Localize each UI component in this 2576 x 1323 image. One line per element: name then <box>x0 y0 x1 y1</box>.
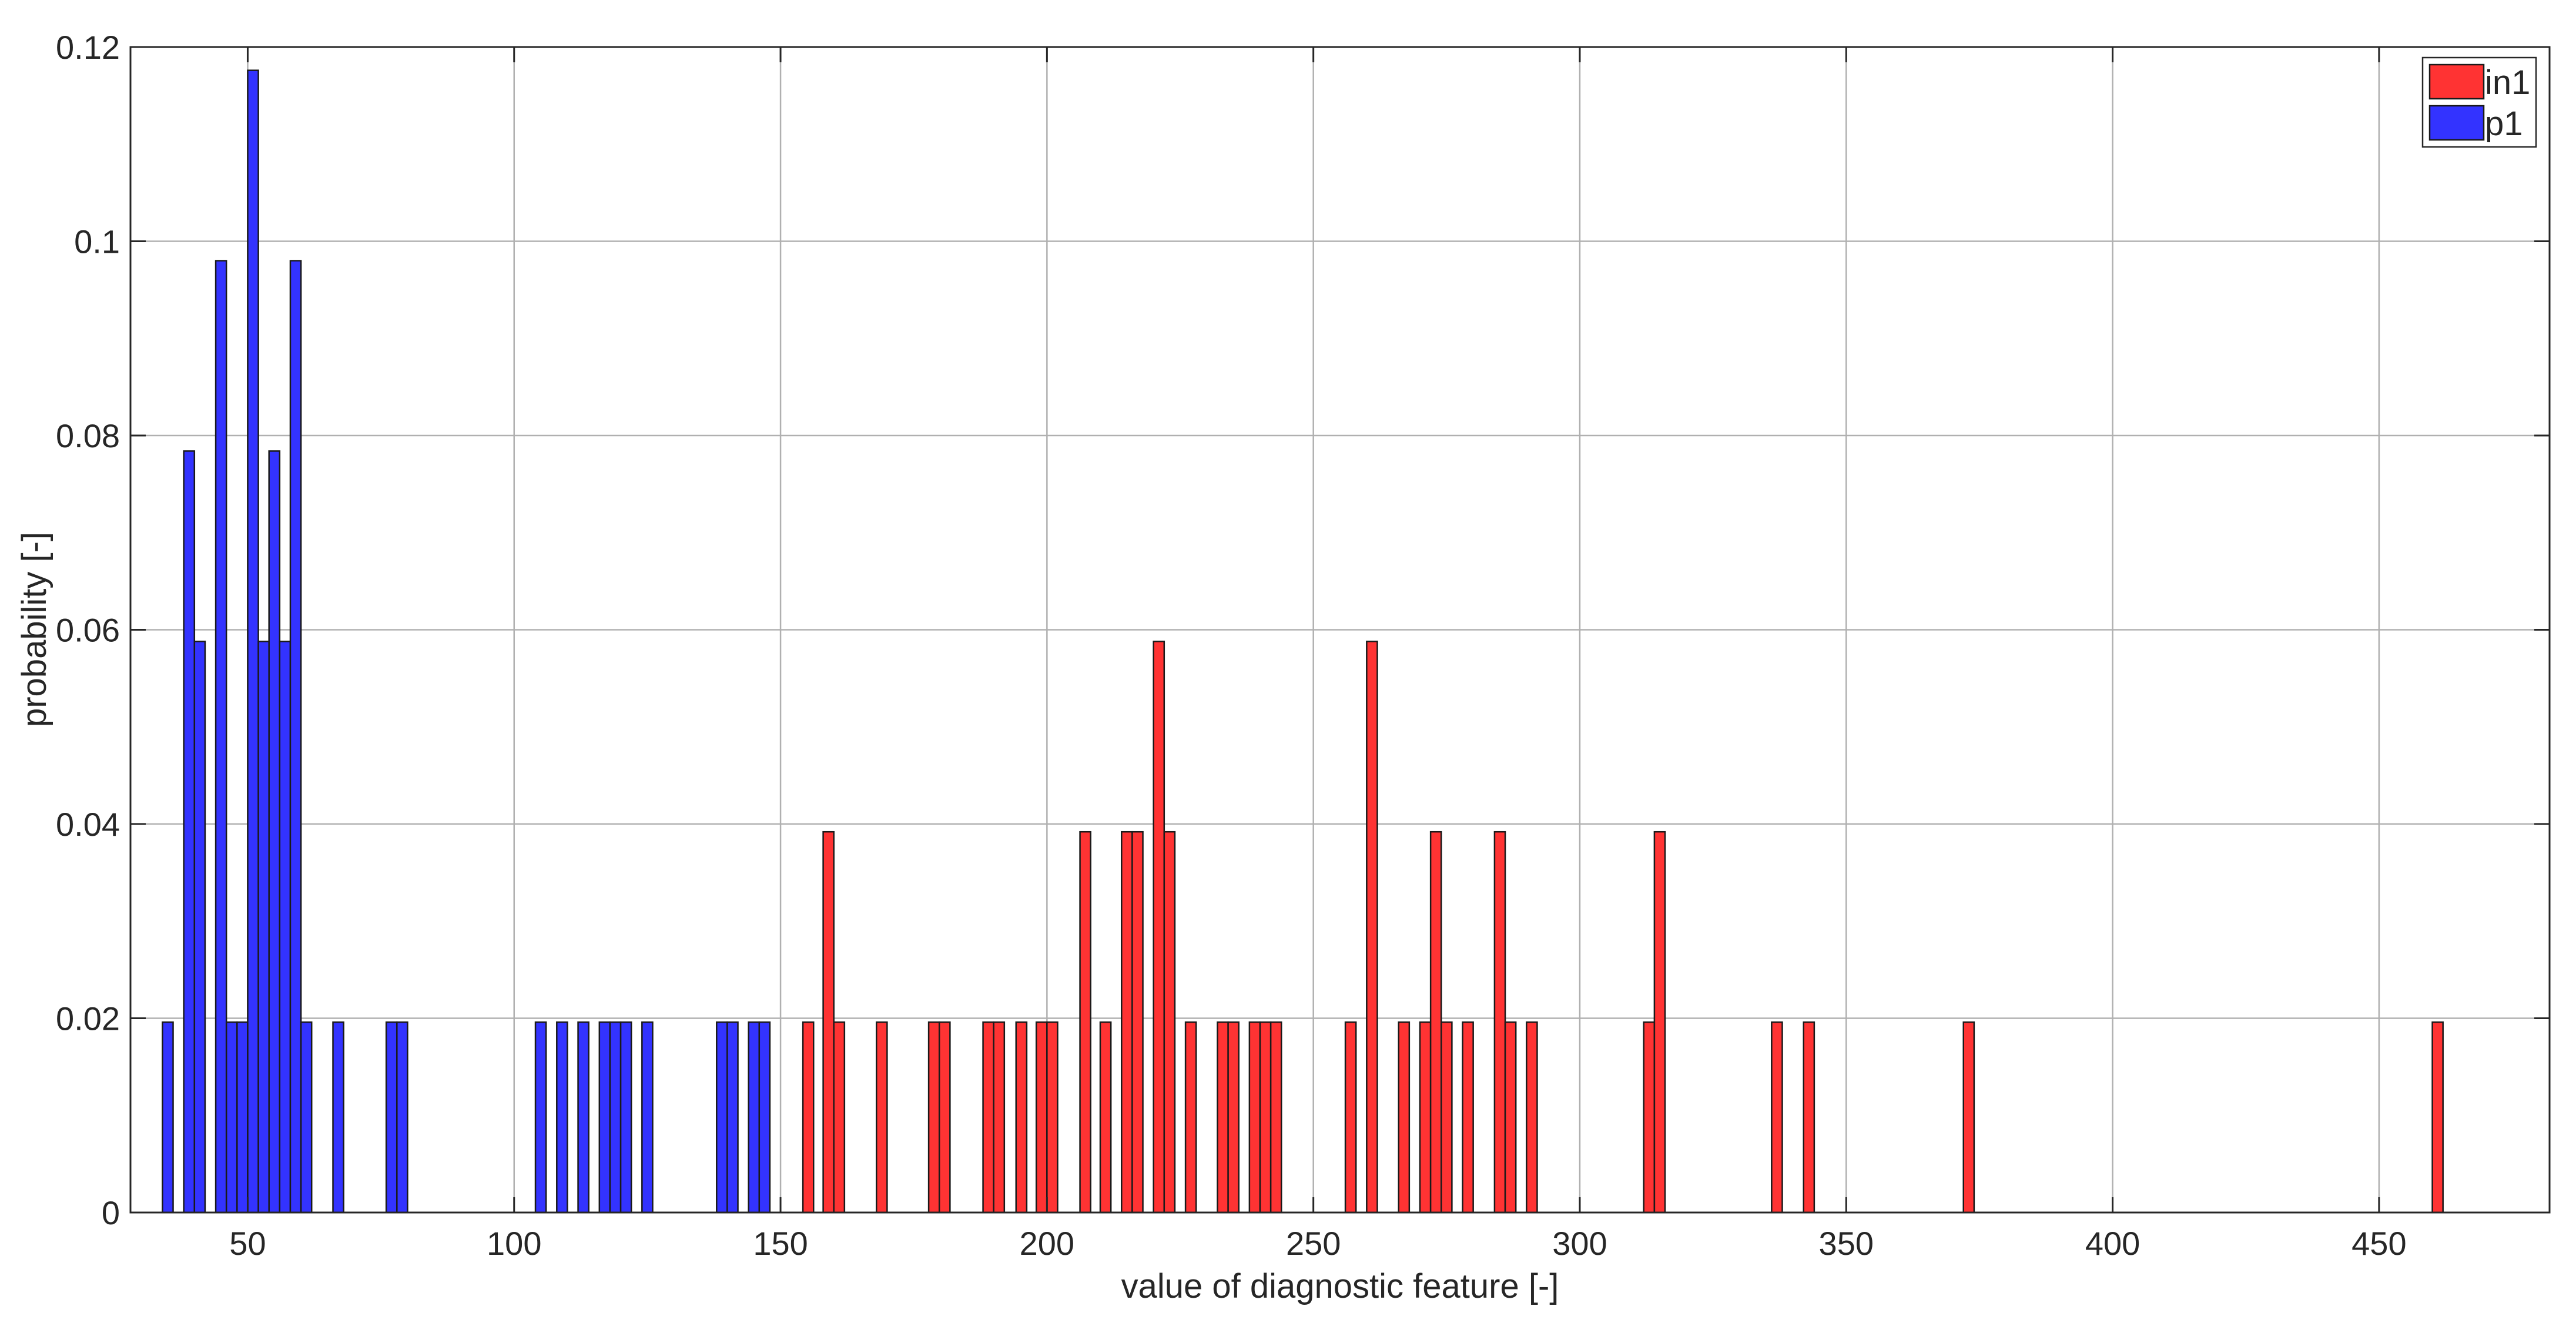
bar-in1 <box>876 1021 888 1214</box>
x-tick-label: 200 <box>1020 1225 1074 1262</box>
bar-in1 <box>993 1021 1006 1214</box>
x-tick-label: 100 <box>487 1225 541 1262</box>
bar-in1 <box>1015 1021 1028 1214</box>
axis-ticks <box>130 46 2550 1214</box>
bar-in1 <box>1259 1021 1272 1214</box>
y-tick-label: 0.06 <box>56 612 120 649</box>
x-tick-label: 450 <box>2351 1225 2406 1262</box>
bar-p1 <box>289 260 302 1214</box>
y-tick-label: 0 <box>102 1194 120 1231</box>
bar-in1 <box>1419 1021 1432 1214</box>
bar-in1 <box>822 830 835 1214</box>
bar-in1 <box>1504 1021 1517 1214</box>
bar-in1 <box>2431 1021 2444 1214</box>
bar-in1 <box>1269 1021 1282 1214</box>
legend: in1 p1 <box>2421 56 2537 148</box>
bar-p1 <box>641 1021 654 1214</box>
legend-swatch-in1 <box>2428 63 2485 100</box>
bar-p1 <box>619 1021 632 1214</box>
x-tick-label: 300 <box>1552 1225 1607 1262</box>
y-tick-label: 0.04 <box>56 806 120 843</box>
bar-p1 <box>247 69 259 1214</box>
bar-in1 <box>1526 1021 1538 1214</box>
bar-in1 <box>1163 830 1176 1214</box>
y-axis-label: probability [-] <box>15 532 53 727</box>
x-tick-label: 150 <box>753 1225 808 1262</box>
bar-in1 <box>1227 1021 1240 1214</box>
bar-p1 <box>193 641 206 1214</box>
bar-in1 <box>1131 830 1144 1214</box>
bar-in1 <box>982 1021 994 1214</box>
bar-in1 <box>1462 1021 1474 1214</box>
x-tick-label: 350 <box>1819 1225 1874 1262</box>
x-tick-label: 250 <box>1286 1225 1341 1262</box>
bar-in1 <box>1079 830 1091 1214</box>
bar-p1 <box>396 1021 408 1214</box>
bar-p1 <box>726 1021 739 1214</box>
bar-in1 <box>1035 1021 1048 1214</box>
bar-p1 <box>162 1021 174 1214</box>
bar-p1 <box>236 1021 249 1214</box>
legend-label-in1: in1 <box>2485 63 2530 102</box>
bar-in1 <box>1653 830 1666 1214</box>
bar-in1 <box>938 1021 951 1214</box>
bar-in1 <box>1046 1021 1058 1214</box>
bar-p1 <box>598 1021 611 1214</box>
bar-in1 <box>1153 641 1165 1214</box>
bar-p1 <box>758 1021 771 1214</box>
bar-in1 <box>927 1021 940 1214</box>
bar-in1 <box>1493 830 1506 1214</box>
bar-in1 <box>1803 1021 1815 1214</box>
bar-in1 <box>1121 830 1133 1214</box>
bar-p1 <box>556 1021 568 1214</box>
bar-in1 <box>1429 830 1442 1214</box>
x-tick-label: 50 <box>229 1225 266 1262</box>
bar-in1 <box>1217 1021 1229 1214</box>
legend-label-p1: p1 <box>2485 105 2523 143</box>
bar-p1 <box>577 1021 589 1214</box>
x-axis-label: value of diagnostic feature [-] <box>1121 1267 1559 1305</box>
bar-in1 <box>1248 1021 1261 1214</box>
bar-p1 <box>716 1021 728 1214</box>
y-tick-label: 0.12 <box>56 29 120 66</box>
bar-in1 <box>833 1021 846 1214</box>
tick-labels: 50 100 150 200 250 300 350 400 450 0 0.02 0.04 0.06 0… <box>56 29 2407 1262</box>
bar-in1 <box>1962 1021 1975 1214</box>
bar-in1 <box>1099 1021 1112 1214</box>
bar-p1 <box>609 1021 622 1214</box>
legend-swatch-p1 <box>2428 105 2485 141</box>
bar-in1 <box>1771 1021 1783 1214</box>
bar-p1 <box>748 1021 761 1214</box>
bar-p1 <box>332 1021 344 1214</box>
bar-in1 <box>1398 1021 1411 1214</box>
bar-in1 <box>1184 1021 1197 1214</box>
bar-p1 <box>534 1021 547 1214</box>
y-tick-label: 0.1 <box>74 223 120 260</box>
bar-in1 <box>802 1021 815 1214</box>
bar-p1 <box>257 641 270 1214</box>
bar-p1 <box>215 260 227 1214</box>
bar-in1 <box>1643 1021 1656 1214</box>
bar-p1 <box>225 1021 238 1214</box>
bar-in1 <box>1344 1021 1357 1214</box>
bar-p1 <box>385 1021 398 1214</box>
bar-p1 <box>300 1021 313 1214</box>
y-tick-label: 0.02 <box>56 1000 120 1037</box>
y-tick-label: 0.08 <box>56 417 120 454</box>
bar-p1 <box>279 641 292 1214</box>
x-tick-label: 400 <box>2085 1225 2140 1262</box>
bar-p1 <box>183 450 196 1214</box>
bar-in1 <box>1366 641 1378 1214</box>
bar-in1 <box>1441 1021 1453 1214</box>
bar-p1 <box>268 450 281 1214</box>
